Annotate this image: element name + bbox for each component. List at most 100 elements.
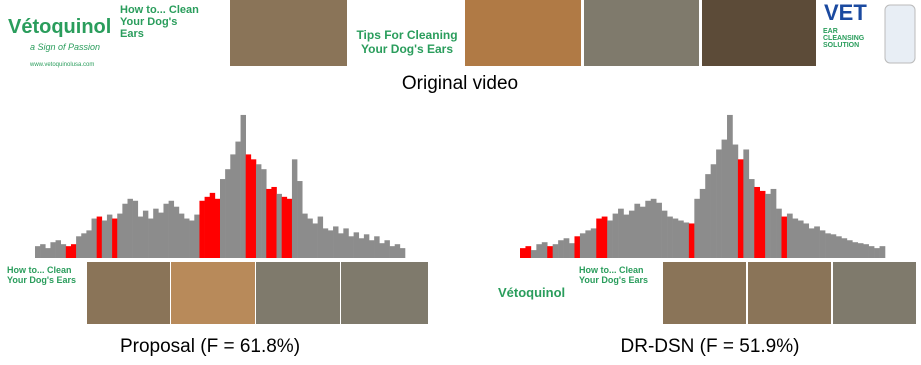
bar [173,206,180,258]
bar [394,244,401,258]
bar [220,179,226,258]
bar [142,210,149,258]
bar [672,218,679,258]
frame [702,0,816,66]
bar [699,188,706,258]
frame [341,262,428,324]
title-text: Tips For Cleaning Your Dog's Ears [356,28,458,56]
bar [863,244,869,258]
title-text: How to... Clean Your Dog's Ears [579,265,648,285]
frame [230,0,347,66]
frame [577,262,660,324]
bar [748,179,755,258]
brand: Vétoquinol [498,285,565,300]
bar [579,233,586,258]
bar [688,223,695,258]
bar [530,250,537,258]
bar [814,226,820,258]
bar [70,244,77,258]
bar [808,228,815,258]
bar [230,154,236,258]
bar [857,243,864,258]
caption: Original video [402,73,518,94]
bar [536,244,543,258]
frame [663,262,746,324]
bar [91,218,97,258]
caption: DR-DSN (F = 51.9%) [621,336,800,357]
bar [178,213,185,258]
bar [189,220,195,258]
bar [65,246,72,258]
bar [153,208,159,258]
bar [656,202,662,258]
bar [374,236,380,258]
bar [683,222,690,258]
frame [495,262,575,324]
tagline: a Sign of Passion [30,42,100,52]
bar [194,214,200,258]
bar [297,181,303,258]
bar [112,218,118,258]
bar [266,188,272,258]
bar [596,218,603,258]
bar [55,240,61,258]
bar [781,216,788,258]
frame-title: How to... Clean Your Dog's Ears [120,4,199,40]
bar [765,193,771,258]
bar [552,244,559,258]
caption: Proposal (F = 61.8%) [120,336,300,357]
frame [584,0,699,66]
bar [235,141,241,258]
bar [797,220,804,258]
bar [333,226,339,258]
frame [0,0,222,66]
bar [168,200,175,258]
bar [835,236,842,258]
bar [705,174,711,258]
brand: VET [824,0,867,25]
title-text: EAR CLEANSING SOLUTION [823,28,865,49]
frame-title: How to... Clean Your Dog's Ears [579,265,648,285]
bar [399,248,406,258]
bottle [884,4,916,64]
bar [569,243,575,258]
bar [137,216,144,258]
bar [585,230,592,258]
bar [255,164,262,258]
frame [171,262,255,324]
bar [101,220,108,258]
bar [803,223,810,258]
frame-title: EAR CLEANSING SOLUTION [823,28,865,49]
frame [748,262,831,324]
bar [312,223,318,258]
bar [122,203,128,258]
bar [127,198,133,258]
bar [353,232,360,258]
bar [541,242,548,258]
frame [5,262,85,324]
bar [286,198,293,258]
bar [710,164,717,258]
bar [868,246,875,258]
brand: Vétoquinol [8,16,111,38]
bar [45,248,51,258]
bar [240,114,246,258]
bar [158,212,164,258]
bar [574,236,581,258]
bar [639,206,646,258]
bar [50,242,56,258]
bar [563,238,570,258]
bar [520,248,526,258]
bar [694,198,701,258]
bar [743,149,750,258]
bar [358,238,365,258]
bar [841,238,848,258]
bar [307,218,313,258]
bar [81,233,87,258]
bar [732,144,739,258]
bar [322,228,329,258]
bar [547,246,553,258]
bar [363,234,370,258]
bar [60,244,67,258]
